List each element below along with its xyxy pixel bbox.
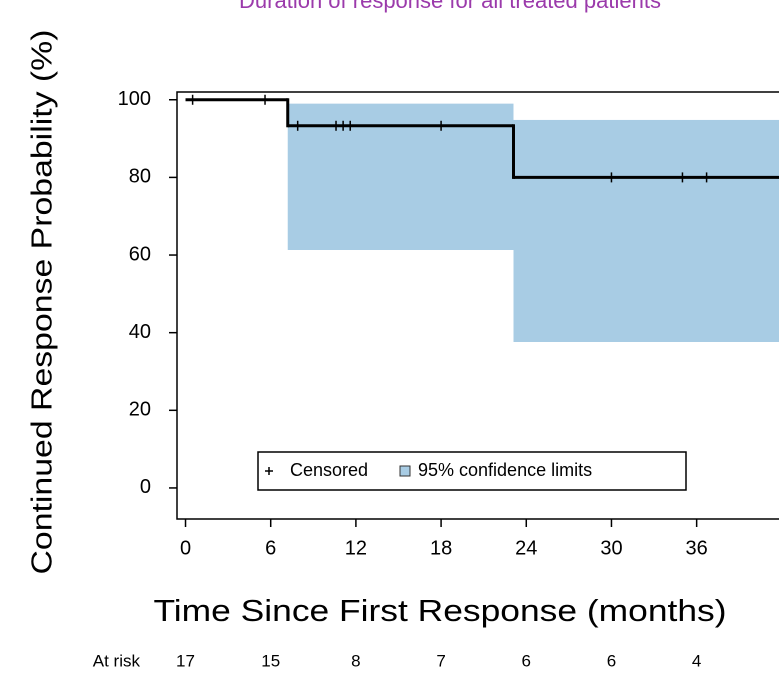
legend-box xyxy=(257,451,687,491)
y-tick-label: 100 xyxy=(118,88,151,110)
x-tick-label: 12 xyxy=(345,537,367,559)
y-tick-label: 0 xyxy=(140,476,151,498)
at-risk-count: 4 xyxy=(692,651,701,670)
at-risk-count: 17 xyxy=(176,651,195,670)
at-risk-count: 7 xyxy=(436,651,445,670)
legend-label: 95% confidence limits xyxy=(418,460,592,480)
legend-label: Censored xyxy=(290,460,368,480)
at-risk-count: 6 xyxy=(522,651,531,670)
y-tick-label: 20 xyxy=(129,399,151,421)
confidence-band xyxy=(513,119,779,342)
legend-censored-symbol xyxy=(265,467,273,475)
confidence-band xyxy=(287,103,514,250)
at-risk-count: 8 xyxy=(351,651,360,670)
plot-frame xyxy=(176,91,779,520)
at-risk-count: 15 xyxy=(261,651,280,670)
x-tick-label: 6 xyxy=(265,537,276,559)
x-tick-label: 0 xyxy=(180,537,191,559)
y-tick-label: 60 xyxy=(129,243,151,265)
y-tick-label: 80 xyxy=(129,166,151,188)
x-tick-label: 30 xyxy=(600,537,622,559)
chart-title: Duration of response for all treated pat… xyxy=(239,0,661,13)
at-risk-count: 6 xyxy=(607,651,616,670)
at-risk-label: At risk xyxy=(93,651,141,670)
y-tick-label: 40 xyxy=(129,321,151,343)
x-tick-label: 24 xyxy=(515,537,537,559)
x-tick-label: 36 xyxy=(686,537,708,559)
legend-ci-symbol xyxy=(399,465,411,477)
y-axis-label: Continued Response Probability (%) xyxy=(27,30,59,575)
x-axis-label: Time Since First Response (months) xyxy=(154,593,727,628)
x-tick-label: 18 xyxy=(430,537,452,559)
